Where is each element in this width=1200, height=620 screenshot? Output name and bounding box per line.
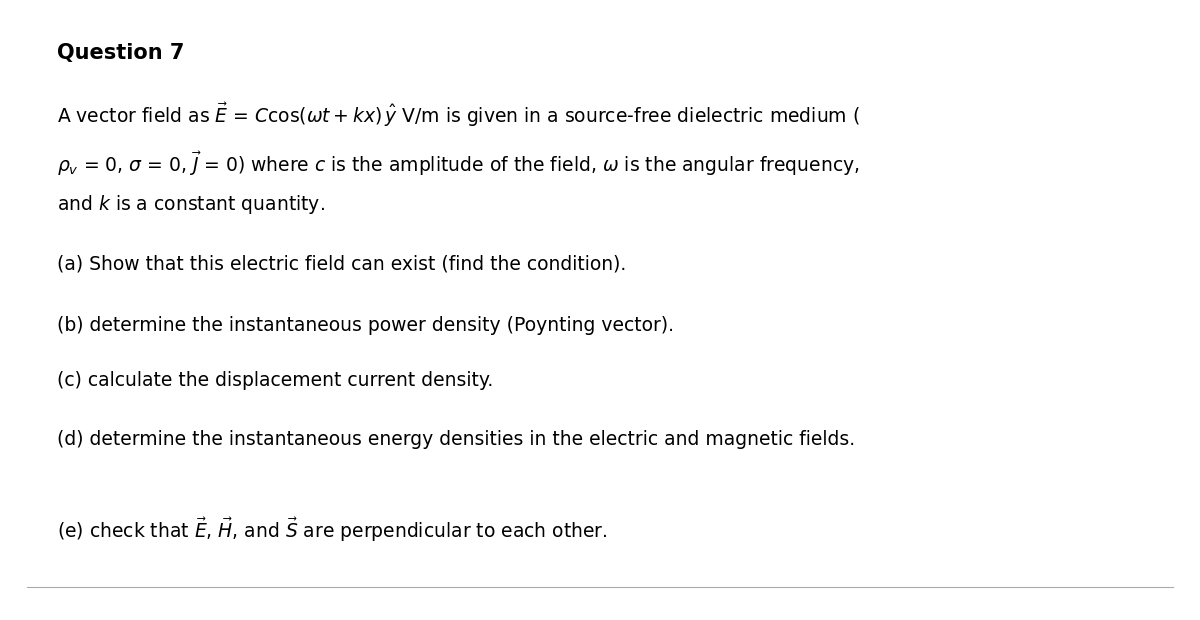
Text: (a) Show that this electric field can exist (find the condition).: (a) Show that this electric field can ex… bbox=[56, 255, 625, 273]
Text: (d) determine the instantaneous energy densities in the electric and magnetic fi: (d) determine the instantaneous energy d… bbox=[56, 430, 854, 449]
Text: Question 7: Question 7 bbox=[56, 43, 184, 63]
Text: (c) calculate the displacement current density.: (c) calculate the displacement current d… bbox=[56, 371, 493, 391]
Text: A vector field as $\vec{E}$ = $C\cos(\omega t + kx)\,\hat{y}$ V/m is given in a : A vector field as $\vec{E}$ = $C\cos(\om… bbox=[56, 101, 859, 129]
Text: (b) determine the instantaneous power density (Poynting vector).: (b) determine the instantaneous power de… bbox=[56, 316, 673, 335]
Text: and $k$ is a constant quantity.: and $k$ is a constant quantity. bbox=[56, 193, 324, 216]
Text: (e) check that $\vec{E}$, $\vec{H}$, and $\vec{S}$ are perpendicular to each oth: (e) check that $\vec{E}$, $\vec{H}$, and… bbox=[56, 516, 607, 544]
Text: $\rho_v$ = 0, $\sigma$ = 0, $\vec{J}$ = 0) where $c$ is the amplitude of the fie: $\rho_v$ = 0, $\sigma$ = 0, $\vec{J}$ = … bbox=[56, 150, 859, 179]
